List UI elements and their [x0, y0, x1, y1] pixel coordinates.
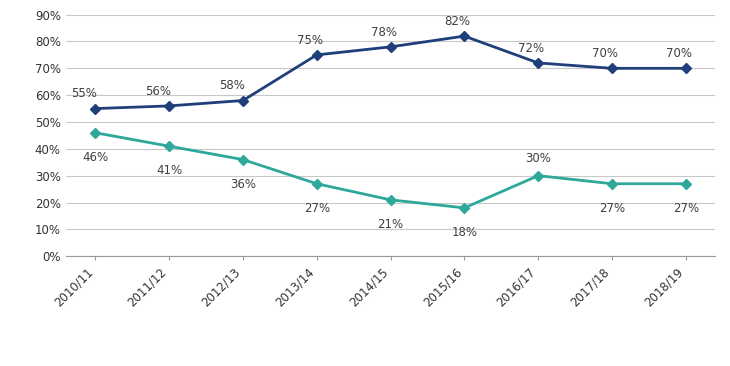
- Text: 56%: 56%: [145, 85, 171, 98]
- Text: 21%: 21%: [377, 218, 404, 231]
- Text: 55%: 55%: [72, 87, 97, 100]
- Text: 18%: 18%: [451, 226, 477, 239]
- Text: 72%: 72%: [518, 42, 545, 55]
- Routine Deaths: [386, 198, 395, 202]
- Text: 36%: 36%: [230, 178, 256, 191]
- Text: 46%: 46%: [82, 151, 108, 164]
- Text: 41%: 41%: [156, 164, 182, 177]
- Text: 82%: 82%: [445, 15, 470, 28]
- Text: 70%: 70%: [666, 47, 692, 60]
- Text: 78%: 78%: [371, 26, 396, 38]
- Routine Deaths: [165, 144, 174, 148]
- Routine Deaths: [607, 182, 616, 186]
- Deaths Investigated: [165, 104, 174, 108]
- Text: 27%: 27%: [304, 202, 330, 215]
- Routine Deaths: [91, 131, 99, 135]
- Line: Deaths Investigated: Deaths Investigated: [92, 33, 689, 112]
- Deaths Investigated: [239, 98, 247, 103]
- Text: 70%: 70%: [592, 47, 618, 60]
- Text: 30%: 30%: [526, 152, 551, 165]
- Deaths Investigated: [534, 61, 542, 65]
- Routine Deaths: [239, 157, 247, 162]
- Deaths Investigated: [386, 45, 395, 49]
- Text: 27%: 27%: [673, 202, 699, 215]
- Deaths Investigated: [460, 34, 469, 38]
- Text: 75%: 75%: [297, 34, 323, 46]
- Routine Deaths: [534, 173, 542, 178]
- Line: Routine Deaths: Routine Deaths: [92, 129, 689, 211]
- Deaths Investigated: [607, 66, 616, 71]
- Text: 27%: 27%: [599, 202, 625, 215]
- Routine Deaths: [460, 206, 469, 210]
- Routine Deaths: [312, 182, 321, 186]
- Deaths Investigated: [91, 107, 99, 111]
- Deaths Investigated: [312, 53, 321, 57]
- Deaths Investigated: [682, 66, 691, 71]
- Routine Deaths: [682, 182, 691, 186]
- Text: 58%: 58%: [219, 79, 245, 92]
